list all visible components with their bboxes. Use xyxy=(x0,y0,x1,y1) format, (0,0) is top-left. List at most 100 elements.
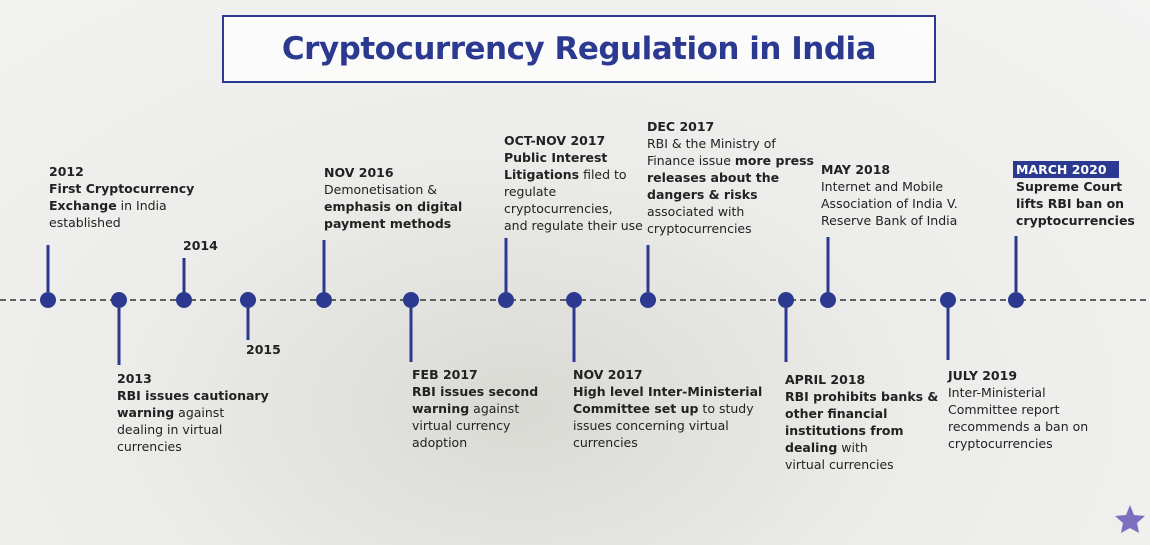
event-line: cryptocurrencies, xyxy=(504,200,613,217)
event-line: Public Interest xyxy=(504,149,607,166)
event-text: associated with xyxy=(647,204,744,219)
event-dot xyxy=(111,292,127,308)
event-date: NOV 2016 xyxy=(324,164,394,181)
event-line: Supreme Court xyxy=(1016,178,1122,195)
event-text: recommends a ban on xyxy=(948,419,1088,434)
event-text: virtual currencies xyxy=(785,457,894,472)
event-line: RBI prohibits banks & xyxy=(785,388,938,405)
event-line: Internet and Mobile xyxy=(821,178,943,195)
event-line: Finance issue more press xyxy=(647,152,814,169)
event-text: RBI issues second xyxy=(412,384,538,399)
event-line: Litigations filed to xyxy=(504,166,627,183)
event-line: Committee set up to study xyxy=(573,400,754,417)
event-text: RBI & the Ministry of xyxy=(647,136,776,151)
event-line: First Cryptocurrency xyxy=(49,180,194,197)
event-line: and regulate their use xyxy=(504,217,643,234)
event-dot xyxy=(566,292,582,308)
event-text: regulate xyxy=(504,184,556,199)
event-line: recommends a ban on xyxy=(948,418,1088,435)
event-text: Committee report xyxy=(948,402,1060,417)
event-line: virtual currencies xyxy=(785,456,894,473)
event-text: warning xyxy=(412,401,469,416)
event-text: more press xyxy=(735,153,814,168)
event-line: lifts RBI ban on xyxy=(1016,195,1124,212)
event-line: dealing with xyxy=(785,439,868,456)
event-date: FEB 2017 xyxy=(412,366,478,383)
event-text: cryptocurrencies xyxy=(948,436,1053,451)
event-text: filed to xyxy=(579,167,626,182)
event-line: established xyxy=(49,214,121,231)
event-text: High level Inter-Ministerial xyxy=(573,384,762,399)
event-line: warning against xyxy=(412,400,519,417)
event-line: payment methods xyxy=(324,215,451,232)
event-line: RBI & the Ministry of xyxy=(647,135,776,152)
event-line: Association of India V. xyxy=(821,195,958,212)
event-line: Exchange in India xyxy=(49,197,167,214)
event-line: cryptocurrencies xyxy=(647,220,752,237)
event-date: NOV 2017 xyxy=(573,366,643,383)
event-date: 2015 xyxy=(246,341,281,358)
event-line: High level Inter-Ministerial xyxy=(573,383,762,400)
event-text: Inter-Ministerial xyxy=(948,385,1046,400)
event-line: RBI issues cautionary xyxy=(117,387,269,404)
event-text: Finance issue xyxy=(647,153,735,168)
event-text: dealing in virtual xyxy=(117,422,222,437)
event-text: and regulate their use xyxy=(504,218,643,233)
event-line: Committee report xyxy=(948,401,1060,418)
event-text: Internet and Mobile xyxy=(821,179,943,194)
event-text: issues concerning virtual xyxy=(573,418,729,433)
event-text: Association of India V. xyxy=(821,196,958,211)
event-line: other financial xyxy=(785,405,887,422)
event-text: adoption xyxy=(412,435,467,450)
event-line: dangers & risks xyxy=(647,186,758,203)
event-dot xyxy=(778,292,794,308)
event-text: payment methods xyxy=(324,216,451,231)
event-text: Reserve Bank of India xyxy=(821,213,957,228)
event-date: MAY 2018 xyxy=(821,161,890,178)
event-line: Demonetisation & xyxy=(324,181,437,198)
event-line: Inter-Ministerial xyxy=(948,384,1046,401)
star-icon xyxy=(1115,505,1145,533)
event-line: warning against xyxy=(117,404,224,421)
event-text: currencies xyxy=(573,435,638,450)
event-date: OCT-NOV 2017 xyxy=(504,132,605,149)
event-dot xyxy=(498,292,514,308)
timeline xyxy=(0,0,1150,545)
event-line: associated with xyxy=(647,203,744,220)
event-text: lifts RBI ban on xyxy=(1016,196,1124,211)
event-text: cryptocurrencies xyxy=(647,221,752,236)
event-dot xyxy=(176,292,192,308)
event-date: APRIL 2018 xyxy=(785,371,865,388)
event-text: dealing xyxy=(785,440,837,455)
event-text: First Cryptocurrency xyxy=(49,181,194,196)
event-line: emphasis on digital xyxy=(324,198,462,215)
event-line: currencies xyxy=(117,438,182,455)
event-text: in India xyxy=(117,198,167,213)
event-text: against xyxy=(469,401,519,416)
event-text: Exchange xyxy=(49,198,117,213)
event-dot xyxy=(403,292,419,308)
event-line: Reserve Bank of India xyxy=(821,212,957,229)
event-text: Litigations xyxy=(504,167,579,182)
event-text: Demonetisation & xyxy=(324,182,437,197)
event-text: cryptocurrencies xyxy=(1016,213,1135,228)
event-line: issues concerning virtual xyxy=(573,417,729,434)
event-dot xyxy=(940,292,956,308)
page: Cryptocurrency Regulation in India 2012F… xyxy=(0,0,1150,545)
event-line: institutions from xyxy=(785,422,904,439)
event-line: releases about the xyxy=(647,169,779,186)
event-text: virtual currency xyxy=(412,418,510,433)
event-text: other financial xyxy=(785,406,887,421)
event-dot xyxy=(40,292,56,308)
event-text: emphasis on digital xyxy=(324,199,462,214)
event-text: with xyxy=(837,440,868,455)
event-text: RBI issues cautionary xyxy=(117,388,269,403)
event-dot xyxy=(240,292,256,308)
event-dot xyxy=(316,292,332,308)
event-line: cryptocurrencies xyxy=(948,435,1053,452)
event-text: institutions from xyxy=(785,423,904,438)
event-text: dangers & risks xyxy=(647,187,758,202)
event-line: virtual currency xyxy=(412,417,510,434)
event-text: established xyxy=(49,215,121,230)
event-line: cryptocurrencies xyxy=(1016,212,1135,229)
